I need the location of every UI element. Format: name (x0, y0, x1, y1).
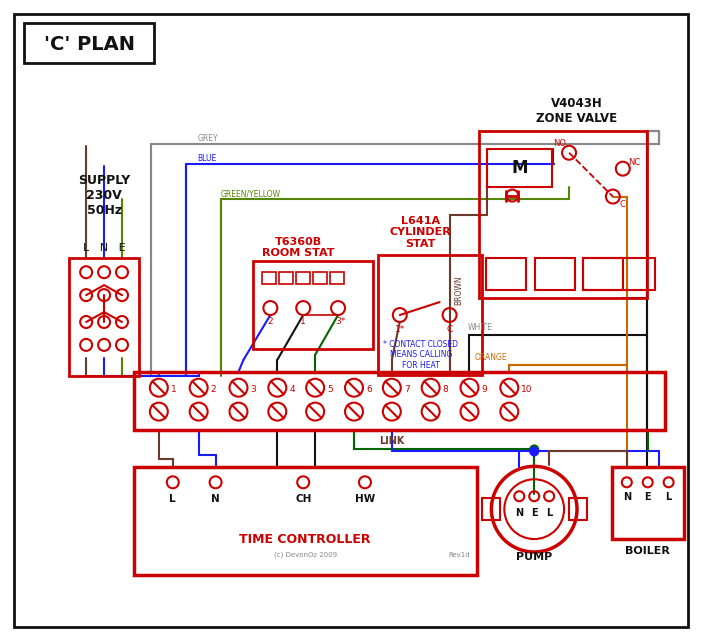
Bar (583, 258, 623, 290)
Text: 3: 3 (251, 385, 256, 394)
Text: * CONTACT CLOSED
MEANS CALLING
FOR HEAT: * CONTACT CLOSED MEANS CALLING FOR HEAT (383, 340, 458, 370)
Bar (330, 272, 344, 284)
Text: HW: HW (355, 494, 375, 504)
Bar (482, 498, 501, 520)
Text: 1*: 1* (395, 326, 405, 335)
Text: PUMP: PUMP (516, 552, 552, 562)
Text: NC: NC (628, 158, 640, 167)
Text: 5: 5 (327, 385, 333, 394)
Text: C: C (446, 326, 453, 335)
Text: 1: 1 (171, 385, 176, 394)
Text: 6: 6 (366, 385, 371, 394)
Text: WHITE: WHITE (468, 324, 492, 333)
Text: T6360B
ROOM STAT: T6360B ROOM STAT (262, 237, 334, 258)
Bar (263, 272, 277, 284)
Text: ORANGE: ORANGE (475, 353, 507, 362)
Text: L641A
CYLINDER
STAT: L641A CYLINDER STAT (390, 216, 451, 249)
Text: 7: 7 (404, 385, 409, 394)
Bar (535, 258, 575, 290)
Bar (69, 258, 139, 376)
Text: NO: NO (554, 139, 567, 148)
Text: N: N (623, 492, 631, 503)
Text: E: E (531, 508, 538, 518)
Text: 9: 9 (482, 385, 487, 394)
Text: GREEN/YELLOW: GREEN/YELLOW (220, 189, 281, 198)
Circle shape (530, 447, 538, 455)
Bar (313, 272, 327, 284)
Bar (569, 498, 587, 520)
Text: E: E (644, 492, 651, 503)
Bar (378, 255, 482, 375)
Text: BLUE: BLUE (198, 154, 217, 163)
Text: CH: CH (295, 494, 312, 504)
Text: 2: 2 (267, 317, 273, 326)
Circle shape (530, 445, 538, 453)
Text: L: L (546, 508, 552, 518)
Text: BOILER: BOILER (625, 546, 670, 556)
Text: BROWN: BROWN (454, 276, 463, 305)
Bar (612, 467, 684, 539)
Bar (25, 23, 154, 63)
Text: L   N   E: L N E (83, 244, 126, 253)
Text: SUPPLY
230V
50Hz: SUPPLY 230V 50Hz (78, 174, 130, 217)
Text: (c) DevonOz 2009: (c) DevonOz 2009 (274, 552, 337, 558)
Text: N: N (211, 494, 220, 504)
Text: 3*: 3* (335, 317, 345, 326)
Text: L: L (665, 492, 672, 503)
Text: 1: 1 (300, 317, 306, 326)
Bar (479, 131, 647, 298)
Text: 10: 10 (522, 385, 533, 394)
Bar (583, 258, 655, 290)
Text: L: L (169, 494, 176, 504)
Text: N: N (515, 508, 523, 518)
Text: 8: 8 (442, 385, 449, 394)
Text: Rev1d: Rev1d (449, 552, 470, 558)
Text: 'C' PLAN: 'C' PLAN (44, 35, 135, 54)
Bar (486, 258, 526, 290)
Text: 4: 4 (289, 385, 295, 394)
Bar (134, 372, 665, 429)
Bar (296, 272, 310, 284)
Text: 2: 2 (211, 385, 216, 394)
Text: TIME CONTROLLER: TIME CONTROLLER (239, 533, 371, 545)
Bar (487, 149, 552, 187)
Text: V4043H
ZONE VALVE: V4043H ZONE VALVE (536, 97, 618, 125)
Bar (134, 467, 477, 575)
Text: C: C (620, 200, 625, 209)
Text: GREY: GREY (198, 135, 218, 144)
Text: LINK: LINK (379, 437, 404, 447)
Bar (279, 272, 293, 284)
Text: M: M (511, 159, 527, 177)
Bar (253, 262, 373, 349)
